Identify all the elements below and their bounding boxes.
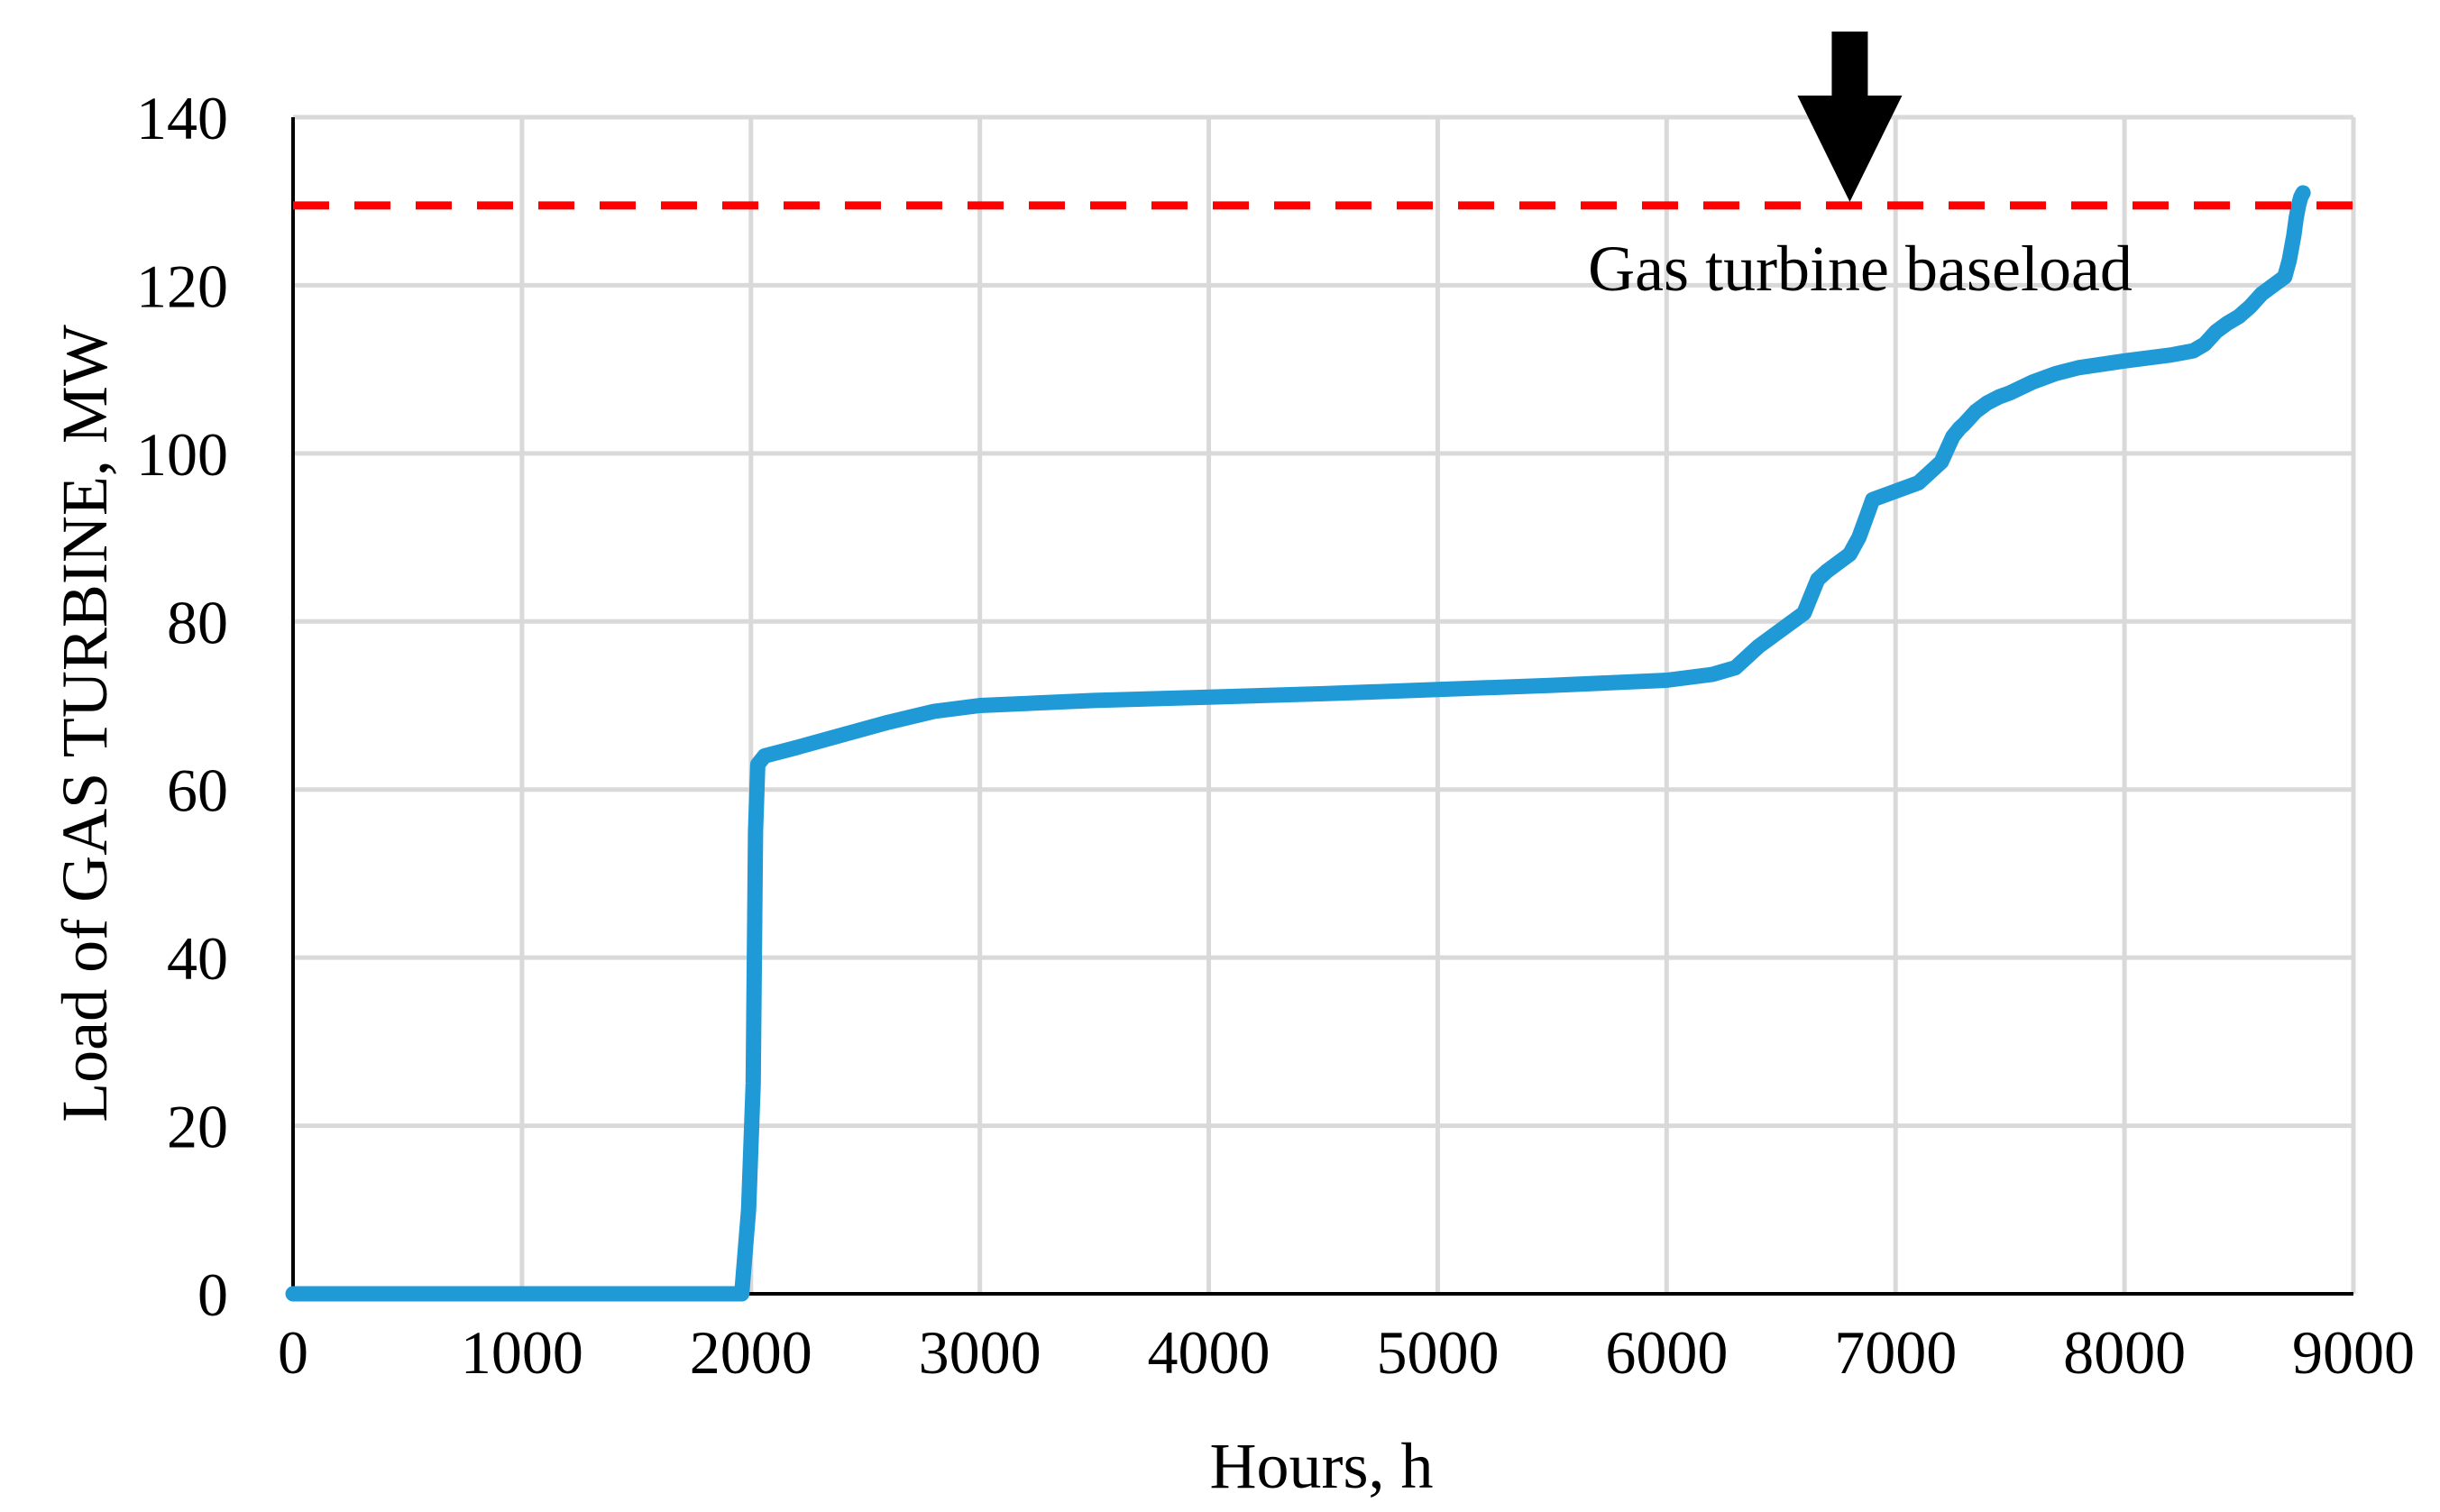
y-tick-labels: 0 20 40 60 80 100 120 140 [136,84,228,1329]
x-tick-label: 5000 [1376,1318,1499,1387]
annotation-layer: Gas turbine baseload [1588,32,2133,305]
x-tick-label: 7000 [1834,1318,1957,1387]
y-tick-label: 140 [136,84,228,152]
x-tick-label: 0 [278,1318,308,1387]
x-tick-label: 2000 [690,1318,812,1387]
y-tick-label: 80 [167,588,228,656]
x-tick-label: 3000 [919,1318,1041,1387]
x-tick-label: 4000 [1148,1318,1270,1387]
gridlines [293,115,2356,1294]
x-tick-label: 6000 [1605,1318,1728,1387]
y-tick-label: 40 [167,924,228,993]
x-tick-label: 9000 [2292,1318,2415,1387]
series-layer [285,185,2311,1302]
y-tick-label: 60 [167,756,228,825]
down-arrow-icon [1797,32,1903,202]
y-tick-label: 100 [136,420,228,489]
x-tick-label: 8000 [2063,1318,2186,1387]
y-tick-label: 120 [136,252,228,320]
x-tick-label: 1000 [461,1318,583,1387]
baseload-annotation: Gas turbine baseload [1588,233,2133,305]
series-line [285,185,2311,1302]
x-axis-title: Hours, h [1210,1430,1434,1502]
y-tick-label: 0 [197,1260,228,1329]
y-axis-title: Load of GAS TURBINE, MW [49,325,121,1123]
y-tick-label: 20 [167,1093,228,1161]
x-tick-labels: 0 1000 2000 3000 4000 5000 6000 7000 8000 9000 [278,1318,2415,1387]
